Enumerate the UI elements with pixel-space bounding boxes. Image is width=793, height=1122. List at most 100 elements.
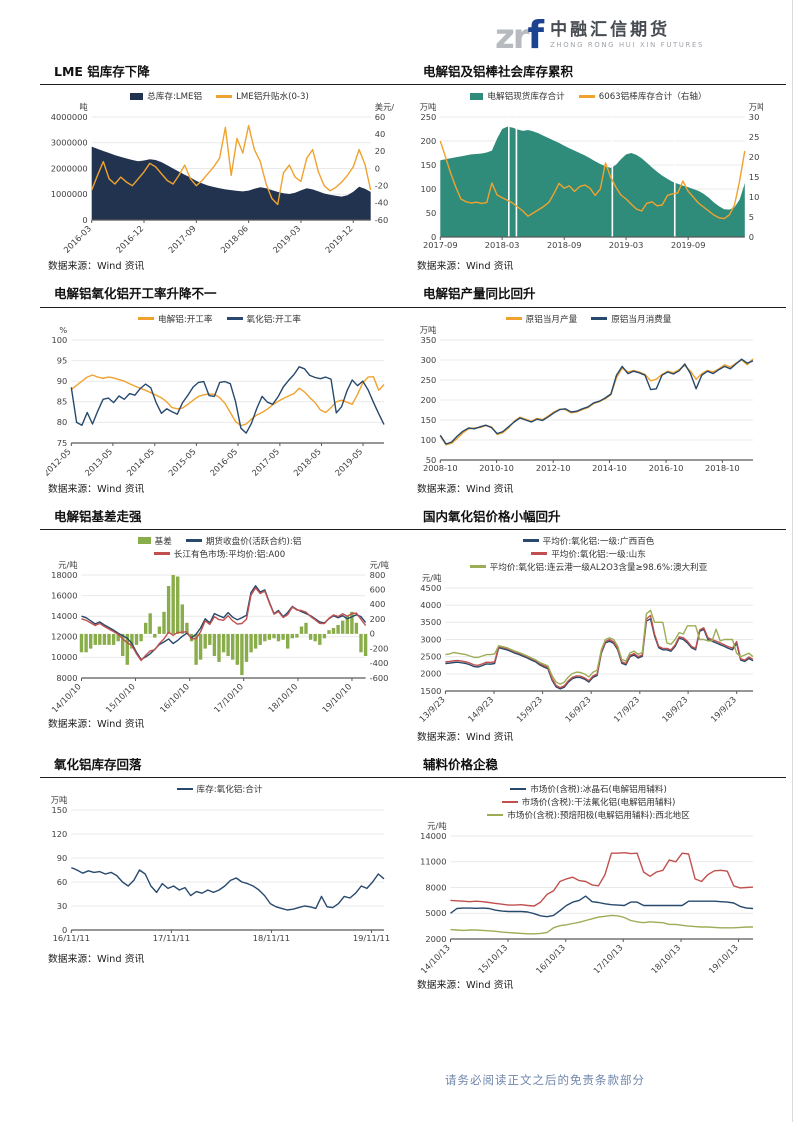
legend-label: 市场价(含税):冰晶石(电解铝用辅料) [530, 785, 667, 795]
svg-text:2018-09: 2018-09 [546, 240, 581, 250]
svg-text:1000000: 1000000 [50, 189, 87, 199]
figure-output: 原铝当月产量 原铝当月消费量 50 100 150 200 250 300 350 万吨 2008-… [409, 310, 768, 495]
svg-text:20: 20 [748, 152, 759, 162]
legend-line-swatch [469, 565, 486, 569]
logo-mark: zrf [495, 16, 544, 54]
chart-title-alumina-inventory: 氧化铝库存回落 [54, 756, 142, 772]
svg-text:19/10/13: 19/10/13 [706, 942, 739, 973]
legend-line-swatch [531, 552, 548, 556]
svg-text:0: 0 [748, 232, 753, 242]
svg-text:12000: 12000 [51, 631, 77, 641]
brand-name-cn: 中融汇信期货 [550, 20, 671, 41]
svg-text:美元/吨: 美元/吨 [374, 102, 393, 112]
svg-text:15/10/13: 15/10/13 [475, 942, 508, 973]
legend-item: 平均价:氧化铝:一级:广西百色 [522, 535, 654, 547]
svg-text:200: 200 [369, 614, 385, 624]
legend-line-swatch [216, 94, 233, 98]
chart-row-1: LME 铝库存下降 电解铝及铝棒社会库存累积 总库存:LME铝 LME铝升贴水(0… [40, 64, 786, 272]
svg-text:50: 50 [425, 208, 436, 218]
svg-text:14000: 14000 [420, 831, 446, 841]
svg-text:0: 0 [431, 232, 436, 242]
data-source-label: 数据来源：Wind 资讯 [417, 980, 514, 991]
legend-swatch [130, 92, 144, 100]
svg-text:0: 0 [82, 215, 87, 225]
svg-text:85: 85 [56, 396, 67, 406]
legend-line-swatch [510, 787, 527, 791]
svg-text:2012-05: 2012-05 [46, 446, 73, 477]
svg-text:300: 300 [420, 354, 436, 364]
svg-text:8000: 8000 [56, 673, 77, 683]
svg-text:90: 90 [56, 376, 67, 386]
svg-text:19/10/10: 19/10/10 [319, 681, 352, 712]
svg-text:250: 250 [420, 112, 436, 122]
svg-text:-200: -200 [369, 643, 388, 653]
legend-item: 原铝当月消费量 [591, 313, 671, 325]
svg-text:-400: -400 [369, 658, 388, 668]
svg-text:2016-03: 2016-03 [61, 224, 93, 255]
figure-alumina-inventory: 库存:氧化铝:合计 0 30 60 90 120 150 万吨 16/11/11 17/11/11… [40, 780, 399, 965]
svg-text:2019-03: 2019-03 [270, 224, 302, 255]
charts-grid: LME 铝库存下降 电解铝及铝棒社会库存累积 总库存:LME铝 LME铝升贴水(0… [0, 58, 792, 1005]
svg-text:-40: -40 [374, 198, 388, 208]
svg-text:2018-06: 2018-06 [218, 224, 250, 255]
svg-text:-600: -600 [369, 673, 388, 683]
svg-text:17/10/13: 17/10/13 [591, 942, 624, 973]
svg-text:14000: 14000 [51, 611, 77, 621]
svg-text:-60: -60 [374, 215, 388, 225]
svg-text:100: 100 [51, 334, 67, 344]
legend-label: LME铝升贴水(0-3) [236, 92, 309, 103]
svg-text:18/11/11: 18/11/11 [252, 933, 289, 943]
svg-text:元/吨: 元/吨 [422, 573, 441, 583]
svg-text:18/9/23: 18/9/23 [659, 694, 689, 724]
svg-text:1500: 1500 [420, 686, 441, 696]
legend-item: 6063铝棒库存合计（右轴） [578, 90, 707, 102]
svg-text:600: 600 [369, 584, 385, 594]
svg-text:5000: 5000 [425, 908, 446, 918]
svg-text:万吨: 万吨 [419, 325, 436, 335]
legend-label: 氧化铝:开工率 [246, 314, 301, 325]
svg-text:2018-03: 2018-03 [484, 240, 519, 250]
legend-item: 电解铝:开工率 [138, 313, 213, 325]
figure-operating-rate: 电解铝:开工率 氧化铝:开工率 75 80 85 90 95 100% 2012-05 2013-… [40, 310, 399, 495]
svg-text:16/10/13: 16/10/13 [533, 942, 566, 973]
legend-item: 基差 [137, 535, 172, 547]
company-logo: zrf 中融汇信期货 ZHONG RONG HUI XIN FUTURES [495, 16, 704, 54]
svg-text:2016-05: 2016-05 [207, 446, 239, 477]
data-source-label: 数据来源：Wind 资讯 [48, 954, 145, 965]
chart-legend: 库存:氧化铝:合计 [40, 783, 399, 795]
svg-text:100: 100 [420, 434, 436, 444]
chart-legend: 电解铝:开工率 氧化铝:开工率 [40, 313, 399, 325]
svg-text:150: 150 [420, 414, 436, 424]
legend-label: 平均价:氧化铝:一级:山东 [551, 549, 646, 560]
svg-text:13/9/23: 13/9/23 [417, 694, 447, 724]
svg-text:2013-05: 2013-05 [82, 446, 114, 477]
svg-text:200: 200 [420, 136, 436, 146]
svg-text:万吨: 万吨 [50, 795, 67, 805]
svg-text:2008-10: 2008-10 [422, 463, 457, 473]
svg-text:90: 90 [56, 853, 67, 863]
legend-line-swatch [153, 552, 170, 556]
data-source-label: 数据来源：Wind 资讯 [417, 731, 514, 743]
svg-text:18/10/10: 18/10/10 [265, 681, 298, 712]
svg-text:4500: 4500 [420, 583, 441, 593]
chart-row-4: 氧化铝库存回落 辅料价格企稳 库存:氧化铝:合计 0 30 60 90 120 150 万吨 1… [40, 756, 786, 991]
svg-text:2016-12: 2016-12 [113, 224, 145, 255]
svg-text:20: 20 [374, 146, 385, 156]
svg-text:40: 40 [374, 129, 385, 139]
svg-text:2000: 2000 [425, 934, 446, 944]
svg-text:18/10/13: 18/10/13 [648, 942, 681, 973]
disclaimer-text: 请务必阅读正文之后的免责条款部分 [445, 1073, 645, 1087]
svg-text:4000: 4000 [420, 600, 441, 610]
legend-label: 总库存:LME铝 [147, 92, 203, 103]
legend-label: 电解铝:开工率 [158, 314, 213, 325]
legend-item: 市场价(含税):干法氟化铝(电解铝用辅料) [501, 796, 675, 808]
svg-text:2017-09: 2017-09 [422, 240, 457, 250]
svg-text:30: 30 [56, 901, 67, 911]
svg-text:2019-05: 2019-05 [332, 446, 364, 477]
chart-row-2: 电解铝氧化铝开工率升降不一 电解铝产量同比回升 电解铝:开工率 氧化铝:开工率 75… [40, 286, 786, 495]
figure-basis: 基差 期货收盘价(活跃合约):铝 长江有色市场:平均价:铝:A00 8000 10000… [40, 532, 399, 730]
legend-line-swatch [591, 317, 608, 320]
svg-text:25: 25 [748, 132, 759, 142]
